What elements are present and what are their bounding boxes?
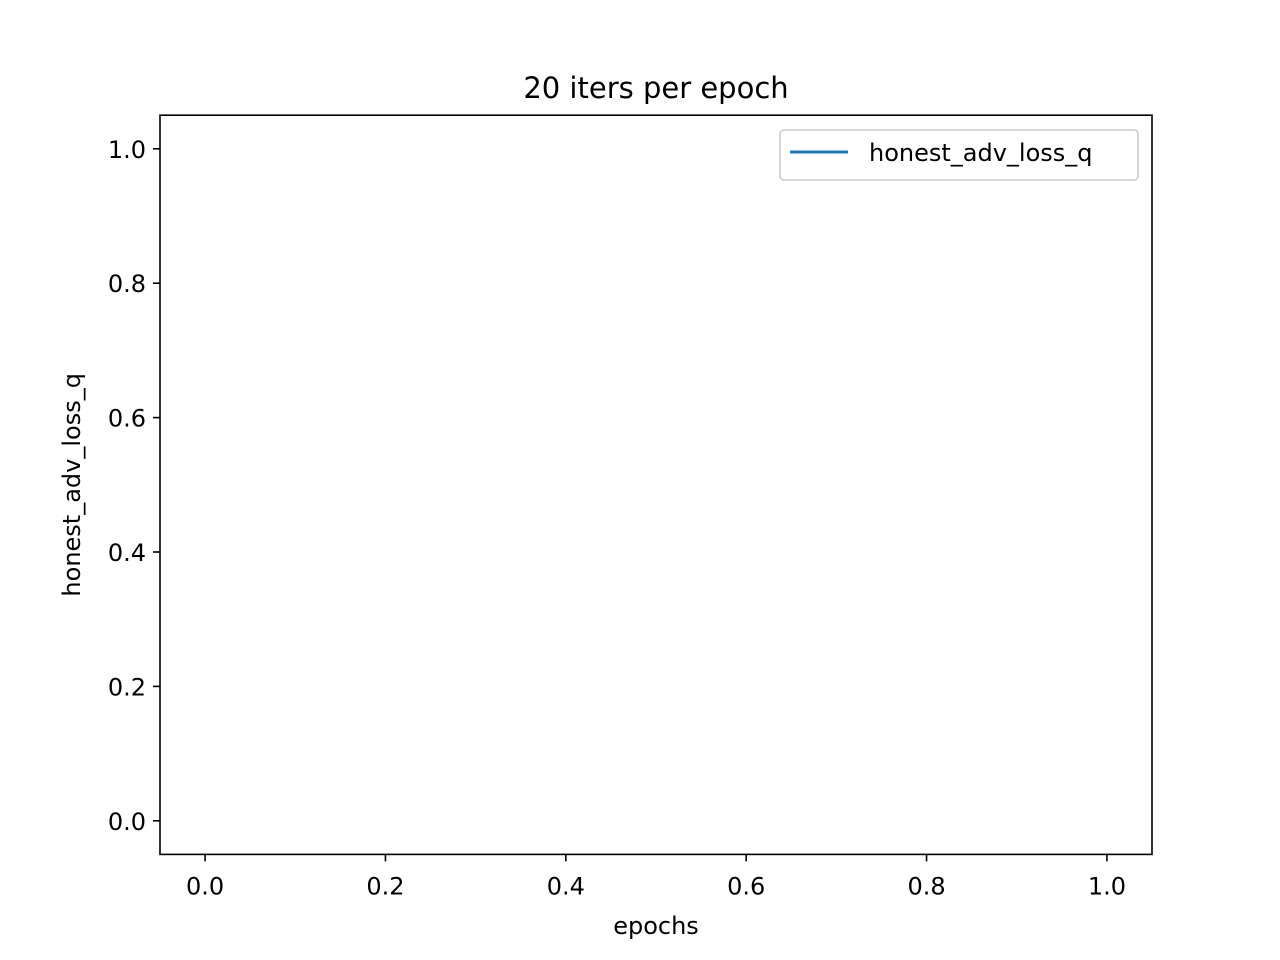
x-tick-label: 0.0 xyxy=(186,872,224,900)
x-tick-label: 0.8 xyxy=(907,872,945,900)
y-tick-label: 1.0 xyxy=(108,136,146,164)
y-axis-label: honest_adv_loss_q xyxy=(58,373,86,597)
x-tick-label: 0.4 xyxy=(547,872,585,900)
legend-entry-label: honest_adv_loss_q xyxy=(869,139,1093,167)
plot-area xyxy=(160,115,1152,855)
x-tick-label: 0.2 xyxy=(366,872,404,900)
x-axis-label: epochs xyxy=(613,912,699,940)
x-axis-ticks: 0.0 0.2 0.4 0.6 0.8 1.0 xyxy=(186,854,1126,900)
y-axis-ticks: 0.0 0.2 0.4 0.6 0.8 1.0 xyxy=(108,136,160,836)
chart-title: 20 iters per epoch xyxy=(523,71,788,105)
legend: honest_adv_loss_q xyxy=(779,129,1139,181)
x-tick-label: 0.6 xyxy=(727,872,765,900)
y-tick-label: 0.0 xyxy=(108,808,146,836)
plot-frame xyxy=(159,114,1153,856)
legend-box xyxy=(779,129,1139,181)
y-tick-label: 0.6 xyxy=(108,405,146,433)
y-tick-label: 0.8 xyxy=(108,270,146,298)
x-tick-label: 1.0 xyxy=(1088,872,1126,900)
y-tick-label: 0.2 xyxy=(108,673,146,701)
y-tick-label: 0.4 xyxy=(108,539,146,567)
